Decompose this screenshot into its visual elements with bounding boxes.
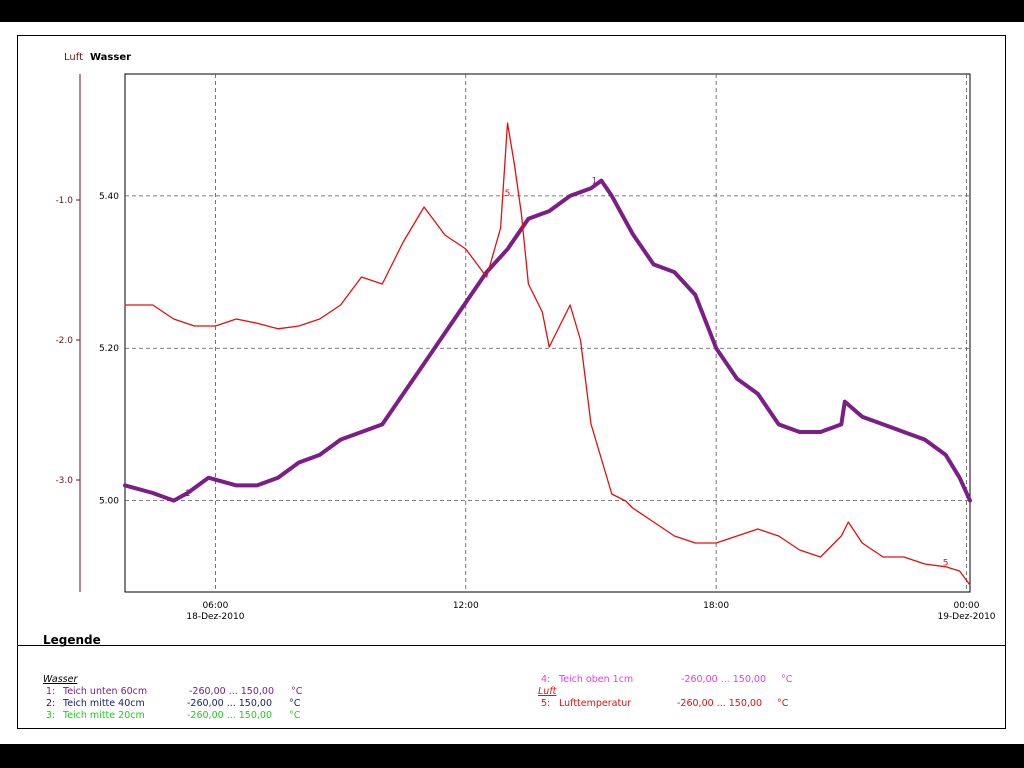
- x-tick-label: 18:00: [703, 601, 729, 611]
- curve-label: 5: [505, 189, 511, 199]
- legend-entry-unit: °C: [289, 710, 301, 721]
- legend-entry-num: 2:: [46, 698, 56, 709]
- legend-entry-num: 4:: [541, 674, 551, 685]
- y-tick-label-luft: -3.0: [55, 476, 73, 486]
- legend-group-luft: Luft: [538, 686, 557, 697]
- legend-entry-label: Lufttemperatur: [559, 698, 632, 709]
- series-line-5: [124, 122, 971, 586]
- legend-entry-unit: °C: [291, 686, 303, 697]
- legend-entry-range: -260,00 ... 150,00: [189, 686, 275, 697]
- legend-entry-range: -260,00 ... 150,00: [681, 674, 767, 685]
- x-tick-label: 12:00: [453, 601, 479, 611]
- legend-entry-range: -260,00 ... 150,00: [187, 698, 273, 709]
- legend-entry-4: 4: Teich oben 1cm -260,00 ... 150,00 °C: [541, 674, 792, 729]
- plot-area: [124, 73, 971, 593]
- legend-entry-5: 5: Lufttemperatur -260,00 ... 150,00 °C: [541, 698, 788, 753]
- x-tick-date: 19-Dez-2010: [937, 612, 995, 622]
- y-tick-label-wasser: 5.00: [99, 497, 119, 507]
- legend-entry-unit: °C: [781, 674, 793, 685]
- y-tick-label-luft: -1.0: [55, 196, 73, 206]
- x-tick-label: 00:00: [954, 601, 980, 611]
- x-tick-label: 06:00: [202, 601, 228, 611]
- series-line-1: [123, 178, 972, 503]
- legend-entry-unit: °C: [777, 698, 789, 709]
- legend-entry-2: 2: Teich mitte 40cm -260,00 ... 150,00 °…: [46, 698, 300, 753]
- chart-frame: [17, 35, 1006, 729]
- y-tick-label-wasser: 5.40: [99, 192, 119, 202]
- legend-separator: [18, 645, 1005, 646]
- legend-entry-1: 1: Teich unten 60cm -260,00 ... 150,00 °…: [46, 686, 302, 741]
- x-tick-date: 18-Dez-2010: [186, 612, 244, 622]
- legend-entry-label: Teich mitte 20cm: [63, 710, 145, 721]
- curve-label: 1: [592, 177, 598, 187]
- legend-entry-num: 3:: [46, 710, 56, 721]
- legend-entry-3: 3: Teich mitte 20cm -260,00 ... 150,00 °…: [46, 710, 300, 765]
- curve-label: 5: [943, 559, 949, 569]
- legend-entry-num: 5:: [541, 698, 551, 709]
- legend-entry-label: Teich mitte 40cm: [63, 698, 145, 709]
- legend-entry-label: Teich unten 60cm: [63, 686, 148, 697]
- curve-label: 1: [185, 489, 191, 499]
- y-tick-label-luft: -2.0: [55, 336, 73, 346]
- legend-group-wasser: Wasser: [43, 674, 78, 685]
- legend-entry-num: 1:: [46, 686, 56, 697]
- legend-entry-unit: °C: [289, 698, 301, 709]
- legend-entry-range: -260,00 ... 150,00: [677, 698, 763, 709]
- legend-entry-label: Teich oben 1cm: [559, 674, 634, 685]
- legend-entry-range: -260,00 ... 150,00: [187, 710, 273, 721]
- axis-tab-wasser[interactable]: Wasser: [90, 52, 132, 63]
- axis-tab-luft[interactable]: Luft: [64, 52, 83, 63]
- legend-title: Legende: [43, 633, 101, 647]
- y-tick-label-wasser: 5.20: [99, 344, 119, 354]
